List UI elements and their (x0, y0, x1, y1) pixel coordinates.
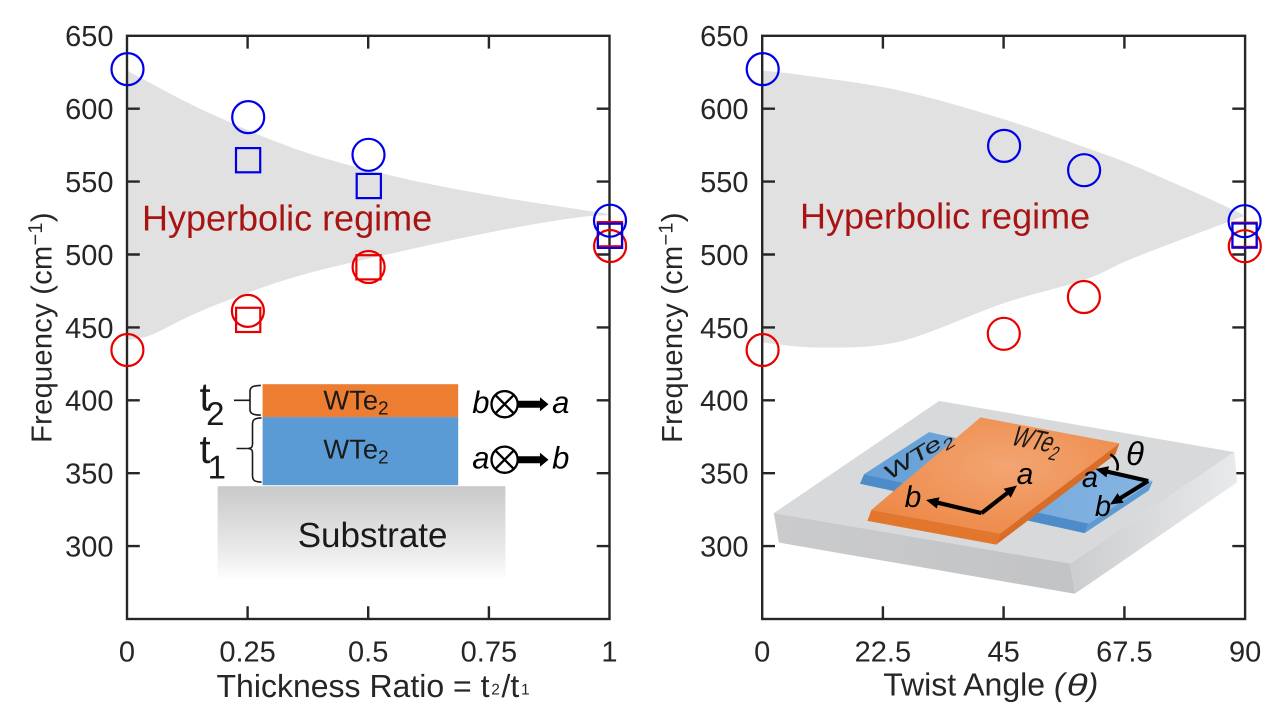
svg-text:Substrate: Substrate (298, 516, 448, 555)
svg-text:67.5: 67.5 (1096, 636, 1152, 668)
svg-text:300: 300 (65, 532, 113, 564)
svg-text:θ: θ (1067, 668, 1089, 702)
svg-text:400: 400 (65, 386, 113, 418)
svg-text:a: a (472, 441, 489, 476)
svg-text:450: 450 (700, 313, 748, 345)
svg-text:450: 450 (65, 313, 113, 345)
svg-text:0: 0 (754, 636, 770, 668)
svg-text:650: 650 (700, 21, 748, 53)
svg-text:a: a (1082, 462, 1098, 494)
svg-text:650: 650 (65, 21, 113, 53)
svg-text:350: 350 (700, 459, 748, 491)
svg-text:WTe2: WTe2 (323, 433, 388, 468)
svg-text:1: 1 (601, 636, 617, 668)
svg-text:22.5: 22.5 (855, 636, 911, 668)
svg-text:WTe2: WTe2 (323, 384, 388, 419)
svg-text:400: 400 (700, 386, 748, 418)
svg-text:Hyperbolic regime: Hyperbolic regime (142, 197, 432, 238)
svg-text:0: 0 (119, 636, 135, 668)
svg-text:600: 600 (700, 94, 748, 126)
svg-text:0.75: 0.75 (461, 636, 517, 668)
svg-text:b: b (1095, 491, 1111, 523)
svg-text:350: 350 (65, 459, 113, 491)
svg-text:Frequency (cm−1): Frequency (cm−1) (656, 212, 690, 443)
svg-text:Hyperbolic regime: Hyperbolic regime (800, 196, 1090, 237)
svg-text:): ) (1084, 667, 1099, 703)
svg-text:Thickness Ratio = t2/t1: Thickness Ratio = t 2/t 1 (217, 668, 530, 704)
svg-text:550: 550 (65, 167, 113, 199)
svg-text:b: b (552, 441, 569, 476)
svg-text:b: b (905, 481, 922, 514)
svg-text:a: a (1017, 458, 1034, 491)
svg-text:300: 300 (700, 532, 748, 564)
svg-text:90: 90 (1229, 636, 1261, 668)
svg-text:0.5: 0.5 (348, 636, 388, 668)
svg-text:0.25: 0.25 (219, 636, 275, 668)
svg-text:600: 600 (65, 94, 113, 126)
svg-text:45: 45 (987, 636, 1019, 668)
svg-text:a: a (552, 385, 569, 420)
svg-text:500: 500 (700, 240, 748, 272)
svg-text:b: b (472, 385, 489, 420)
svg-text:Frequency (cm−1): Frequency (cm−1) (25, 212, 59, 443)
svg-text:500: 500 (65, 240, 113, 272)
svg-text:θ: θ (1126, 435, 1144, 472)
svg-text:Twist Angle (: Twist Angle ( (883, 667, 1068, 703)
svg-text:550: 550 (700, 167, 748, 199)
